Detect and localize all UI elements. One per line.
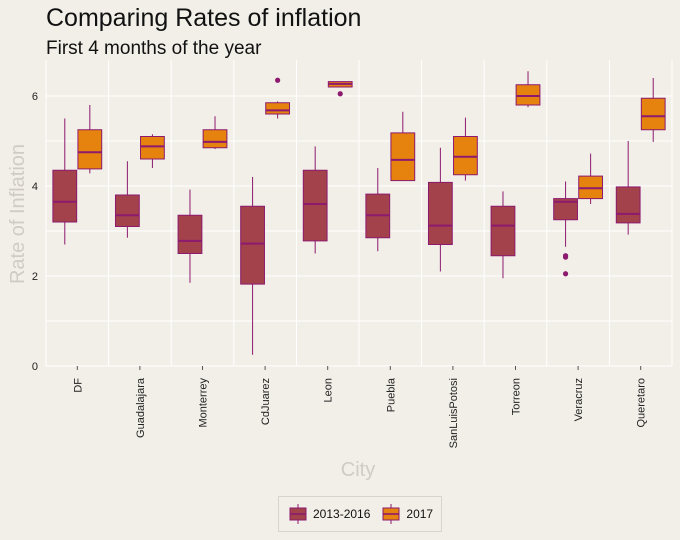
box-iqr	[177, 214, 203, 254]
box-2017-SanLuisPotosi	[453, 117, 478, 181]
box-iqr	[202, 129, 228, 149]
legend-label-series-1: 2013-2016	[313, 507, 371, 521]
outlier-point	[337, 91, 343, 97]
box-iqr	[453, 136, 478, 176]
y-tick-label: 6	[32, 91, 38, 103]
x-tick-label: Veracruz	[573, 378, 585, 421]
legend-key-series-2	[382, 504, 400, 524]
outlier-point	[562, 253, 569, 259]
box-2013-2016-CdJuarez	[240, 177, 265, 355]
legend: 2013-2016 2017	[278, 496, 443, 532]
box-iqr	[615, 186, 641, 224]
x-axis-label: City	[341, 459, 375, 481]
box-2013-2016-DF	[52, 118, 78, 245]
box-2017-Monterrey	[202, 116, 228, 150]
box-iqr	[240, 205, 265, 285]
box-2013-2016-Leon	[302, 146, 328, 254]
chart-title: Comparing Rates of inflation	[46, 4, 362, 32]
box-iqr	[640, 97, 666, 131]
box-iqr	[427, 181, 453, 245]
y-tick-label: 0	[32, 361, 38, 373]
box-iqr	[265, 102, 291, 115]
box-iqr	[515, 84, 541, 106]
box-2017-CdJuarez	[265, 77, 291, 119]
box-iqr	[490, 205, 516, 257]
chart-subtitle: First 4 months of the year	[46, 38, 262, 59]
box-2017-Guadalajara	[140, 134, 165, 168]
grid-lines	[45, 60, 673, 367]
x-tick-label: Guadalajara	[135, 377, 147, 438]
box-plot-marks	[52, 71, 666, 355]
x-tick-label: Puebla	[385, 377, 397, 412]
y-axis-label: Rate of Inflation	[7, 144, 29, 284]
box-2017-DF	[77, 105, 103, 174]
box-iqr	[553, 198, 578, 221]
box-2017-Leon	[327, 81, 353, 97]
x-tick-label: SanLuisPotosi	[448, 378, 460, 448]
box-2017-Veracruz	[578, 153, 604, 204]
y-tick-label: 4	[32, 181, 38, 193]
outlier-point	[275, 77, 281, 83]
box-iqr	[390, 132, 416, 182]
x-axis-ticks: DF Guadalajara Monterrey CdJuarez Leon Puebla…	[72, 366, 648, 448]
box-2013-2016-SanLuisPotosi	[427, 147, 453, 272]
legend-item-series-2: 2017	[380, 503, 433, 525]
box-2013-2016-Veracruz	[553, 181, 578, 277]
box-iqr	[77, 129, 103, 170]
box-2013-2016-Monterrey	[177, 189, 203, 283]
x-tick-label: CdJuarez	[260, 378, 272, 425]
y-axis-ticks: 0 2 4 6	[32, 91, 38, 373]
x-tick-label: Monterrey	[198, 378, 210, 428]
box-iqr	[114, 194, 140, 227]
box-2013-2016-Puebla	[365, 168, 391, 252]
outlier-point	[562, 271, 569, 277]
box-2013-2016-Torreon	[490, 191, 516, 279]
y-tick-label: 2	[32, 271, 38, 283]
legend-item-series-1: 2013-2016	[287, 503, 370, 525]
box-iqr	[302, 169, 328, 242]
x-tick-label: Queretaro	[636, 378, 648, 428]
x-tick-label: Leon	[323, 378, 335, 402]
box-2017-Torreon	[515, 71, 541, 108]
x-tick-label: DF	[72, 378, 84, 393]
legend-key-series-1	[289, 504, 307, 524]
box-iqr	[52, 169, 78, 223]
x-tick-label: Torreon	[511, 378, 523, 415]
legend-label-series-2: 2017	[406, 507, 434, 521]
box-2017-Queretaro	[640, 78, 666, 142]
box-iqr	[140, 136, 165, 160]
box-2013-2016-Queretaro	[615, 141, 641, 235]
box-2013-2016-Guadalajara	[114, 161, 140, 238]
box-2017-Puebla	[390, 111, 416, 182]
